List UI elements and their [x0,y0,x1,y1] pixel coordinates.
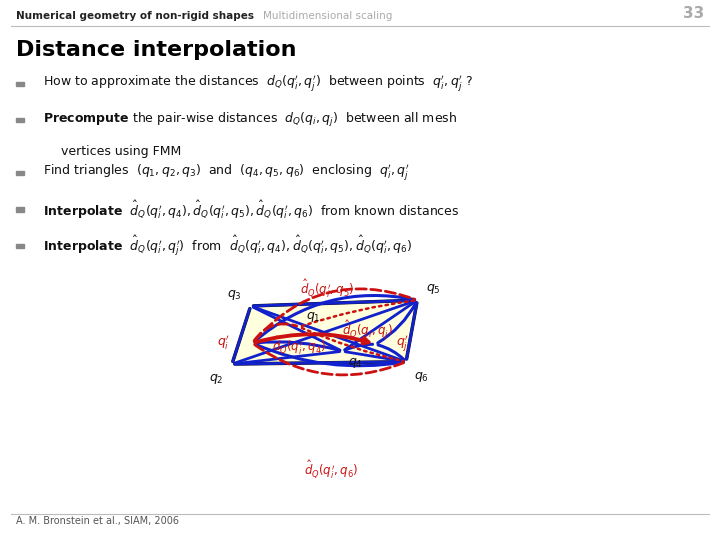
Text: $q_4$: $q_4$ [348,356,363,370]
Text: How to approximate the distances  $d_Q(q_i^{\prime}, q_j^{\prime})$  between poi: How to approximate the distances $d_Q(q_… [43,73,473,94]
Text: $q_j^{\prime}$: $q_j^{\prime}$ [396,334,409,354]
Polygon shape [232,300,418,364]
Text: $q_5$: $q_5$ [426,282,441,296]
Text: Multidimensional scaling: Multidimensional scaling [263,10,392,21]
Text: $q_3$: $q_3$ [228,288,242,302]
Bar [16,118,24,122]
Text: $q_6$: $q_6$ [415,370,429,384]
Text: $q_1$: $q_1$ [307,310,321,324]
Text: $\hat{d}_Q(q_i^{\prime}, q_5)$: $\hat{d}_Q(q_i^{\prime}, q_5)$ [300,278,355,300]
Text: $\hat{d}_Q(q_i, q_j)$: $\hat{d}_Q(q_i, q_j)$ [342,318,392,341]
Text: $\hat{d}_Q(q_i^{\prime}, q_6)$: $\hat{d}_Q(q_i^{\prime}, q_6)$ [304,458,359,481]
Text: $q_i^{\prime}$: $q_i^{\prime}$ [217,334,230,352]
Text: $\bf{Interpolate}$  $\hat{d}_Q(q_i^{\prime}, q_j^{\prime})$  from  $\hat{d}_Q(q_: $\bf{Interpolate}$ $\hat{d}_Q(q_i^{\prim… [43,233,413,258]
Text: Find triangles  $(q_1, q_2, q_3)$  and  $(q_4, q_5, q_6)$  enclosing  $q_i^{\pri: Find triangles $(q_1, q_2, q_3)$ and $(q… [43,163,410,183]
Text: Numerical geometry of non-rigid shapes: Numerical geometry of non-rigid shapes [16,10,254,21]
Text: A. M. Bronstein et al., SIAM, 2006: A. M. Bronstein et al., SIAM, 2006 [16,516,179,526]
Bar [16,207,24,212]
Text: $\bf{Interpolate}$  $\hat{d}_Q(q_i^{\prime}, q_4), \hat{d}_Q(q_i^{\prime}, q_5),: $\bf{Interpolate}$ $\hat{d}_Q(q_i^{\prim… [43,198,459,221]
Text: $q_2$: $q_2$ [209,372,223,386]
Bar [16,171,24,175]
Text: $\hat{d}_Q(q_i^{\prime}, q_4)$: $\hat{d}_Q(q_i^{\prime}, q_4)$ [271,334,326,357]
Bar [16,244,24,248]
Text: vertices using FMM: vertices using FMM [61,145,181,158]
Text: 33: 33 [683,5,704,21]
Text: $\bf{Precompute}$ the pair-wise distances  $d_Q(q_i, q_j)$  between all mesh: $\bf{Precompute}$ the pair-wise distance… [43,111,457,129]
Text: Distance interpolation: Distance interpolation [16,40,297,60]
Bar [16,82,24,86]
